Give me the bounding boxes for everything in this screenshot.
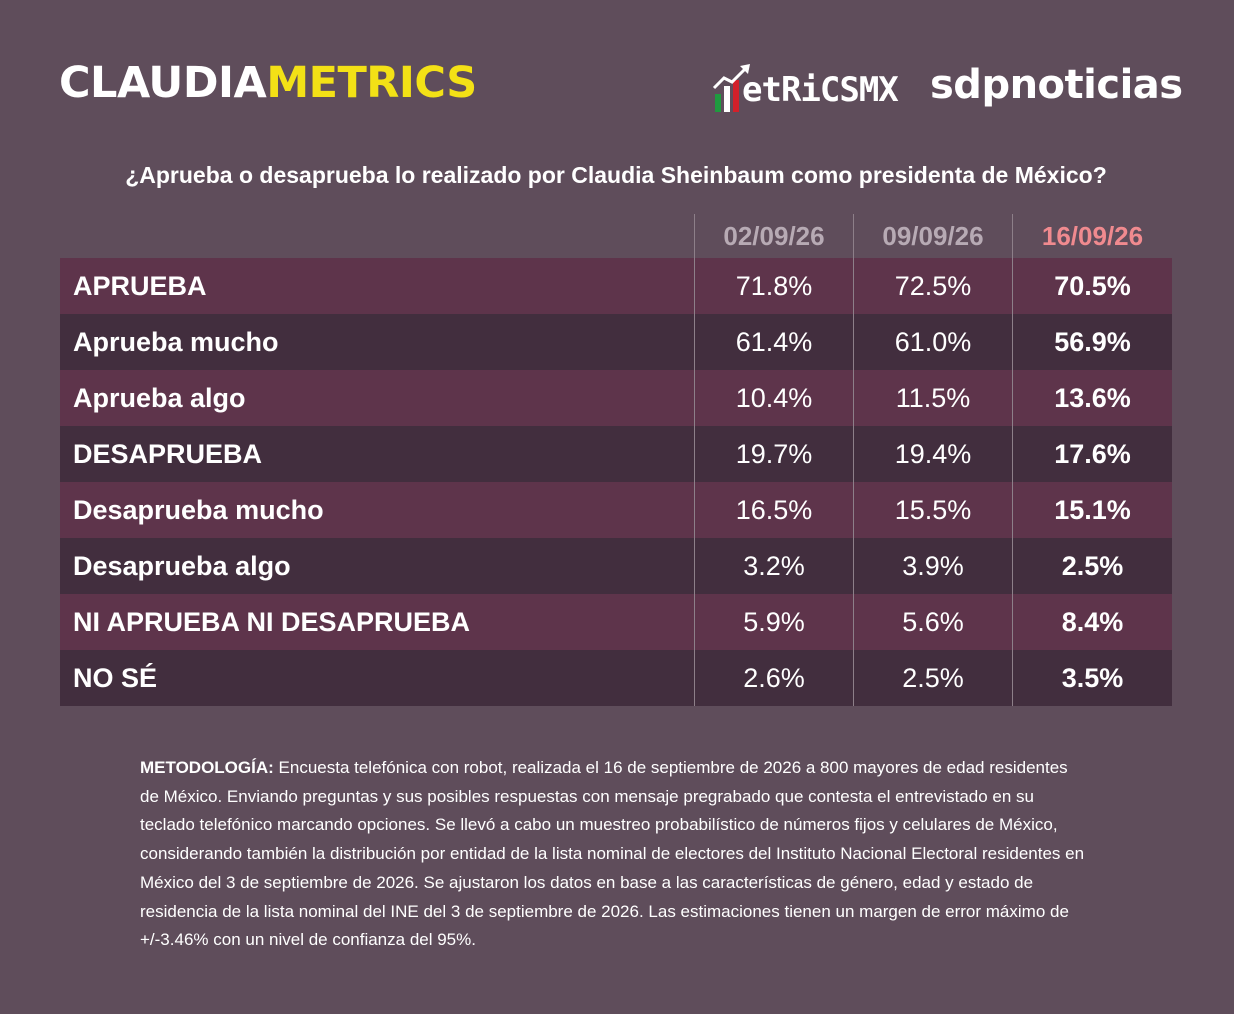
table-cell: 16.5%: [694, 482, 853, 538]
row-label: DESAPRUEBA: [73, 438, 263, 469]
table-row: Aprueba mucho 61.4% 61.0% 56.9%: [60, 314, 1172, 370]
column-header-date-2: 09/09/26: [853, 214, 1012, 258]
table-row: NO SÉ 2.6% 2.5% 3.5%: [60, 650, 1172, 706]
claudiametrics-logo: CLAUDIAMETRICS: [59, 54, 477, 112]
table-cell: 3.2%: [694, 538, 853, 594]
table-header: 02/09/26 09/09/26 16/09/26: [60, 214, 1172, 258]
methodology-text: Encuesta telefónica con robot, realizada…: [140, 758, 1085, 950]
methodology-note: METODOLOGÍA: Encuesta telefónica con rob…: [140, 754, 1090, 955]
table-row: NI APRUEBA NI DESAPRUEBA 5.9% 5.6% 8.4%: [60, 594, 1172, 650]
table-cell: 61.4%: [694, 314, 853, 370]
row-label: Aprueba algo: [73, 382, 246, 413]
table-cell: 72.5%: [853, 258, 1012, 314]
metricsmx-text: etRiCSMX: [742, 70, 899, 110]
column-header-date-3: 16/09/26: [1012, 214, 1172, 258]
table-cell: 19.7%: [694, 426, 853, 482]
table-row: Desaprueba algo 3.2% 3.9% 2.5%: [60, 538, 1172, 594]
brand-part-claudia: CLAUDIA: [59, 58, 267, 108]
header-blank: [60, 214, 694, 258]
table-row: APRUEBA 71.8% 72.5% 70.5%: [60, 258, 1172, 314]
bar-chart-arrow-icon: [712, 64, 750, 112]
table-cell: 3.9%: [853, 538, 1012, 594]
row-label: Desaprueba mucho: [73, 494, 324, 525]
results-table: 02/09/26 09/09/26 16/09/26 APRUEBA 71.8%…: [60, 214, 1172, 706]
table-cell: 10.4%: [694, 370, 853, 426]
metricsmx-logo: etRiCSMX: [712, 62, 912, 118]
table-cell: 17.6%: [1012, 426, 1172, 482]
table-cell: 19.4%: [853, 426, 1012, 482]
table-row: Desaprueba mucho 16.5% 15.5% 15.1%: [60, 482, 1172, 538]
row-label: NO SÉ: [73, 662, 158, 693]
methodology-label: METODOLOGÍA:: [140, 758, 274, 777]
table-cell: 15.1%: [1012, 482, 1172, 538]
table-cell: 70.5%: [1012, 258, 1172, 314]
table-cell: 15.5%: [853, 482, 1012, 538]
table-cell: 3.5%: [1012, 650, 1172, 706]
table-cell: 5.9%: [694, 594, 853, 650]
row-label: Aprueba mucho: [73, 326, 279, 357]
column-header-date-1: 02/09/26: [694, 214, 853, 258]
table-cell: 2.5%: [1012, 538, 1172, 594]
table-row: Aprueba algo 10.4% 11.5% 13.6%: [60, 370, 1172, 426]
table-cell: 61.0%: [853, 314, 1012, 370]
table-cell: 8.4%: [1012, 594, 1172, 650]
chart-title: ¿Aprueba o desaprueba lo realizado por C…: [125, 162, 1107, 188]
table-cell: 2.5%: [853, 650, 1012, 706]
partner-logos: etRiCSMX sdpnoticias: [712, 60, 1183, 120]
table-cell: 11.5%: [853, 370, 1012, 426]
sdpnoticias-logo: sdpnoticias: [930, 62, 1183, 108]
table-row: DESAPRUEBA 19.7% 19.4% 17.6%: [60, 426, 1172, 482]
table-cell: 56.9%: [1012, 314, 1172, 370]
table-cell: 5.6%: [853, 594, 1012, 650]
table-cell: 71.8%: [694, 258, 853, 314]
row-label: NI APRUEBA NI DESAPRUEBA: [73, 606, 471, 637]
row-label: APRUEBA: [73, 270, 207, 301]
table-cell: 2.6%: [694, 650, 853, 706]
table-cell: 13.6%: [1012, 370, 1172, 426]
brand-part-metrics: METRICS: [266, 58, 477, 108]
row-label: Desaprueba algo: [73, 550, 291, 581]
